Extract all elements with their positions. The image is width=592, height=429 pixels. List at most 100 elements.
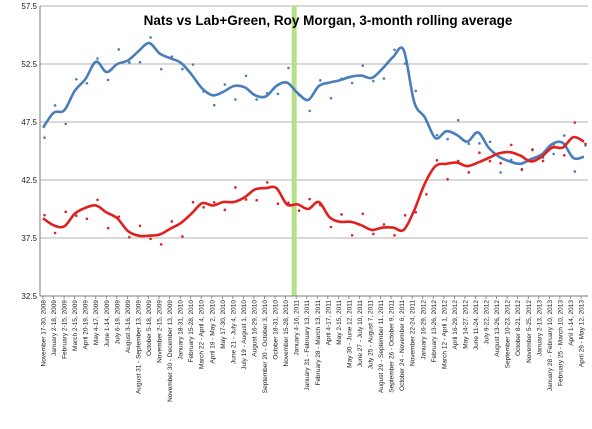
scatter-point	[244, 198, 248, 201]
chart-title: Nats vs Lab+Green, Roy Morgan, 3-month r…	[144, 13, 513, 28]
x-tick-label: March 22 - April 4, 2010	[199, 300, 206, 369]
scatter-point	[244, 74, 248, 78]
x-tick-label: February 25 - March 10, 2013	[557, 300, 564, 386]
x-tick-label: February 15-28, 2010	[188, 300, 195, 363]
series-line-1	[41, 41, 585, 166]
y-tick-label: 47.5	[21, 118, 37, 127]
scatter-point	[138, 60, 142, 64]
scatter-point	[414, 89, 418, 93]
scatter-point	[467, 142, 471, 146]
scatter-point	[64, 210, 68, 214]
scatter-point	[446, 178, 449, 181]
scatter-point	[223, 83, 227, 86]
scatter-point	[181, 235, 184, 238]
x-tick-label: August 29 - September 11, 2011	[378, 300, 385, 393]
series-lines	[41, 41, 585, 238]
scatter-point	[85, 217, 89, 221]
x-tick-label: June 11-24, 2012	[473, 300, 480, 350]
x-tick-label: May 30 - June 12, 2011	[346, 300, 353, 368]
scatter-point	[106, 226, 110, 230]
scatter-point	[393, 48, 396, 52]
scatter-point	[499, 161, 502, 165]
scatter-point	[212, 103, 216, 107]
scatter-point	[562, 154, 566, 157]
scatter-point	[478, 151, 481, 155]
scatter-point	[149, 237, 152, 241]
x-tick-label: September 20 - October 3, 2010	[262, 300, 269, 394]
scatter-point	[308, 109, 311, 113]
scatter-point	[138, 224, 142, 228]
x-tick-label: January 28 - February 10, 2013	[547, 300, 554, 391]
x-tick-label: July 19 - August 1, 2010	[241, 300, 248, 370]
scatter-point	[191, 63, 195, 66]
x-tick-label: November 22-24, 2011	[410, 300, 417, 366]
x-tick-label: April 20-19, 2009	[83, 300, 90, 350]
scatter-point	[361, 64, 365, 68]
scatter-point	[562, 134, 566, 137]
scatter-point	[53, 104, 57, 107]
scatter-point	[446, 137, 449, 141]
scatter-point	[403, 214, 407, 217]
y-tick-label: 32.5	[21, 292, 37, 301]
scatter-point	[478, 142, 481, 145]
scatter-point	[287, 66, 290, 70]
scatter-point	[319, 79, 322, 82]
x-tick-label: August 31 - September 13, 2009	[135, 300, 142, 394]
x-tick-label: February 2-15, 2009	[62, 300, 69, 359]
scatter-point	[159, 67, 163, 71]
x-tick-label: July 6-19, 2009	[114, 300, 121, 345]
scatter-point	[128, 61, 131, 64]
scatter-point	[393, 234, 396, 237]
scatter-point	[573, 170, 577, 173]
x-tick-label: July 9-22, 2012	[484, 300, 491, 345]
x-tick-label: October 8-21, 2012	[515, 300, 522, 356]
scatter-point	[435, 133, 439, 137]
scatter-point	[573, 121, 577, 124]
scatter-point	[552, 152, 555, 156]
scatter-point	[117, 48, 121, 51]
scatter-point	[128, 235, 131, 239]
x-tick-label: June 27 - July 10, 2011	[357, 300, 364, 367]
x-tick-label: April 19 - May 2, 2010	[209, 300, 216, 364]
scatter-point	[96, 198, 99, 202]
x-tick-label: May 14-27, 2012	[462, 300, 469, 349]
scatter-point	[255, 198, 258, 202]
x-tick-label: March 12 - April 1, 2012	[441, 300, 448, 369]
x-tick-label: August 3-16, 2009	[125, 300, 132, 354]
scatter-point	[531, 148, 534, 152]
scatter-point	[382, 223, 386, 226]
scatter-point	[509, 143, 513, 147]
highlight-bar	[291, 6, 297, 296]
scatter-point	[584, 142, 587, 146]
x-tick-label: November 30 - December 13, 2009	[167, 300, 174, 402]
y-tick-labels: 32.5 37.5 42.5 47.5 52.5 57.5	[21, 2, 37, 301]
x-tick-label: August 16-29, 2010	[251, 300, 258, 357]
scatter-point	[202, 206, 205, 209]
scatter-point	[488, 159, 492, 163]
x-tick-label: January 2-18, 2009	[51, 300, 58, 356]
x-tick-label: January 4-16, 2011	[294, 300, 301, 356]
x-tick-label: January 18-31, 2010	[178, 300, 185, 360]
x-tick-label: November 17-30, 2008	[41, 300, 48, 367]
x-tick-label: August 13-26, 2012	[494, 300, 501, 357]
scatter-point	[96, 57, 99, 60]
scatter-point	[372, 232, 375, 236]
x-tick-label: March 2-15, 2009	[72, 300, 79, 351]
scatter-point	[308, 197, 311, 201]
scatter-point	[499, 171, 502, 174]
scatter-point	[276, 92, 280, 96]
scatter-point	[541, 159, 545, 163]
scatter-point	[329, 225, 333, 229]
x-tick-label: November 5-25, 2012	[526, 300, 533, 363]
y-tick-label: 42.5	[21, 176, 37, 185]
x-tick-label: September 26 - October 9, 2011	[389, 300, 396, 393]
x-tick-label: October 24 - November 6, 2011	[399, 300, 406, 391]
x-tick-label: February 28 - March 13, 2011	[315, 300, 322, 386]
scatter-point	[488, 140, 492, 144]
x-tick-label: February 13-26, 2012	[431, 300, 438, 363]
scatter-point	[170, 220, 174, 223]
scatter-point	[340, 213, 343, 216]
scatter-point	[149, 36, 152, 39]
